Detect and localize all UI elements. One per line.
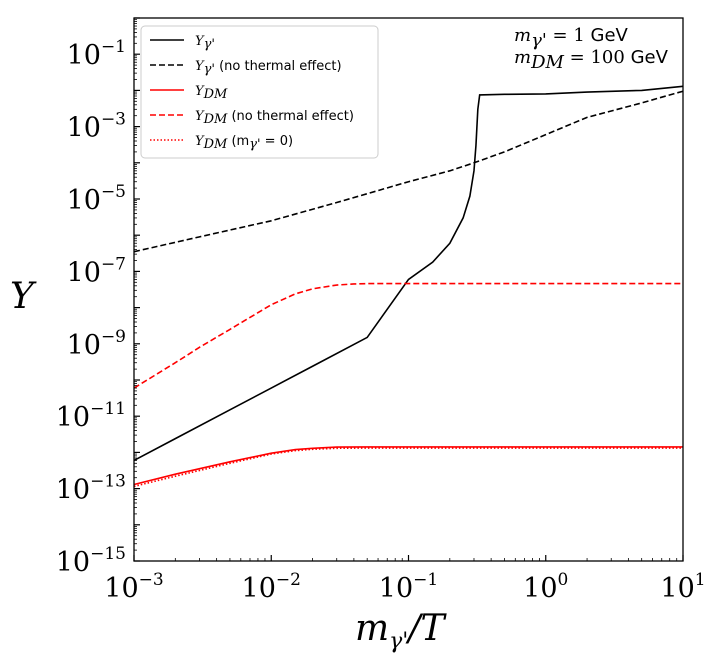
x-axis: 10−3 10−2 10−1 100 101 <box>104 555 706 604</box>
legend-label-y-dm-zero-mass: YDM (mγ' = 0) <box>195 134 293 152</box>
series-line-3 <box>133 282 683 389</box>
series-line-2 <box>133 446 683 486</box>
y-tick-label: 10−13 <box>56 472 126 506</box>
x-axis-label-tail: /T <box>405 608 447 649</box>
y-tick-label: 10−5 <box>67 182 126 216</box>
x-tick-label: 10−1 <box>379 570 438 604</box>
legend-label-y-dm: YDM <box>195 84 228 102</box>
x-tick-label: 10−2 <box>242 570 301 604</box>
legend-label-y-photon: Yγ' <box>195 34 215 52</box>
y-tick-label: 10−7 <box>67 254 126 288</box>
annotation-dm-mass: mDM = 100 GeV <box>514 47 669 73</box>
x-axis-label-m: m <box>355 608 389 649</box>
x-tick-label: 10−3 <box>104 570 163 604</box>
x-axis-label-sub: γ' <box>389 629 408 654</box>
x-tick-label: 100 <box>523 570 568 604</box>
series-line-1 <box>133 90 684 253</box>
legend: Yγ' Yγ' (no thermal effect) YDM YDM (no … <box>140 25 379 159</box>
legend-box <box>140 25 379 159</box>
legend-label-y-photon-no-thermal: Yγ' (no thermal effect) <box>195 59 342 77</box>
annotation-photon-mass: mγ' = 1 GeV <box>514 25 629 51</box>
x-axis-label: mγ'/T <box>355 608 447 654</box>
series-line-0 <box>133 85 684 462</box>
y-tick-label: 10−11 <box>56 399 126 433</box>
series-line-4 <box>133 447 683 488</box>
y-tick-label: 10−9 <box>67 327 126 361</box>
legend-label-y-dm-no-thermal: YDM (no thermal effect) <box>195 109 354 127</box>
y-tick-label: 10−3 <box>67 110 126 144</box>
y-tick-label: 10−15 <box>56 544 126 578</box>
series-lines <box>133 85 684 488</box>
y-axis-label: Y <box>10 276 37 317</box>
y-tick-label: 10−1 <box>67 37 126 71</box>
x-tick-label: 101 <box>660 570 705 604</box>
